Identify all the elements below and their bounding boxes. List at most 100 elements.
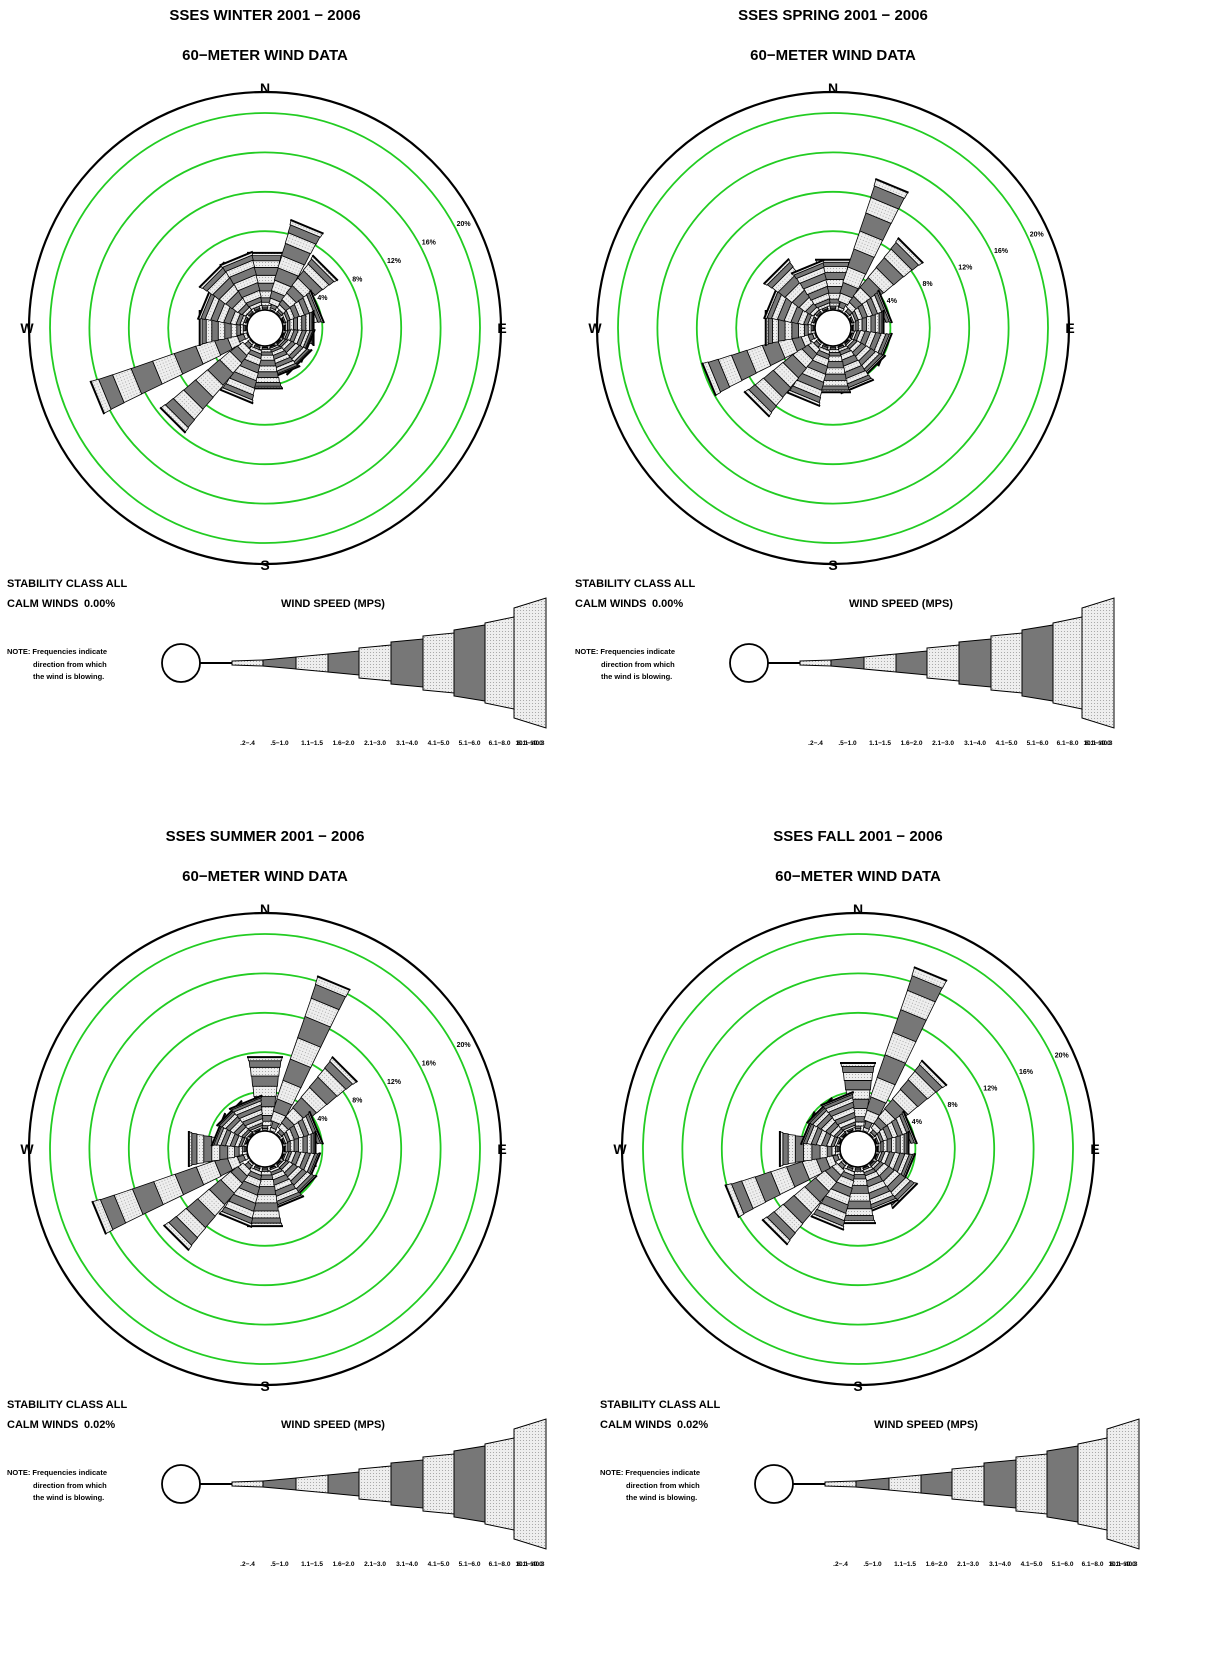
legend-bin-4	[358, 644, 392, 682]
legend-bin-5	[958, 638, 992, 688]
ring-label: 16%	[422, 240, 437, 247]
speed-bin-label: .5−1.0	[863, 1561, 882, 1568]
frequency-ring	[760, 1051, 956, 1247]
petal-cap	[761, 1218, 789, 1246]
chart-subtitle: 60−METER WIND DATA	[182, 868, 348, 885]
petal-segment	[249, 1066, 281, 1077]
chart-subtitle: 60−METER WIND DATA	[775, 868, 941, 885]
frequency-ring	[617, 112, 1049, 544]
speed-bin-label: 1.1−1.5	[301, 740, 323, 747]
petal-cap	[198, 261, 226, 289]
legend-bin-5	[390, 1459, 424, 1509]
petal-segment	[862, 1126, 871, 1133]
petal-cap	[913, 966, 948, 982]
speed-legend: .2−.4 .5−1.0 1.1−1.5 1.6−2.0 2.1−3.0 3.1−4.0 4…	[729, 597, 1115, 747]
ring-label: 8%	[948, 1102, 959, 1109]
speed-legend: .2−.4 .5−1.0 1.1−1.5 1.6−2.0 2.1−3.0 3.1−4.0 4…	[754, 1418, 1140, 1568]
chart-title: SSES WINTER 2001 − 2006	[169, 7, 360, 24]
wind-rose-svg: SSES SUMMER 2001 − 2006 60−METER WIND DAT…	[7, 828, 547, 1568]
stability-class-label: STABILITY CLASS ALL	[7, 578, 127, 590]
chart-subtitle: 60−METER WIND DATA	[182, 47, 348, 64]
compass-west-label: W	[20, 320, 34, 336]
speed-bin-label: 10.1−40.3	[515, 740, 544, 747]
legend-bin-5	[390, 638, 424, 688]
ring-label: 8%	[923, 281, 934, 288]
speed-legend: .2−.4 .5−1.0 1.1−1.5 1.6−2.0 2.1−3.0 3.1−4.0 4…	[161, 597, 547, 747]
legend-bin-10	[513, 1418, 547, 1550]
calm-winds-label: CALM WINDS	[600, 1419, 672, 1431]
note-line: the wind is blowing.	[33, 672, 104, 681]
legend-bin-8	[484, 616, 515, 710]
outer-circle	[595, 90, 1071, 566]
ring-label: 16%	[994, 248, 1009, 255]
speed-bin-label: 3.1−4.0	[989, 1561, 1011, 1568]
petal-cap	[218, 1212, 253, 1229]
wind-rose-panel-summer: SSES SUMMER 2001 − 2006 60−METER WIND DAT…	[0, 821, 606, 1654]
ring-label: 20%	[1030, 231, 1045, 238]
note-line: direction from which	[601, 660, 675, 669]
petal-segment	[196, 1134, 205, 1164]
petal-NNE	[268, 218, 324, 312]
petal-cap	[877, 289, 893, 324]
legend-bin-2	[295, 653, 329, 673]
ring-label: 20%	[1055, 1052, 1070, 1059]
petal-segment	[844, 310, 851, 317]
speed-bin-label: 2.1−3.0	[364, 1561, 386, 1568]
speed-bin-label: 2.1−3.0	[932, 740, 954, 747]
stability-class-label: STABILITY CLASS ALL	[7, 1399, 127, 1411]
speed-bin-label: 3.1−4.0	[396, 1561, 418, 1568]
petal-cap	[724, 1184, 740, 1219]
legend-bin-1	[262, 1477, 297, 1491]
petal-NNE	[837, 177, 909, 312]
legend-bin-7	[453, 1445, 486, 1523]
wind-rose-panel-winter: SSES WINTER 2001 − 2006 60−METER WIND DAT…	[0, 0, 606, 833]
frequency-ring	[642, 933, 1074, 1365]
compass-north-label: N	[828, 80, 838, 96]
petal-segment	[251, 1075, 279, 1087]
speed-bin-label: .2−.4	[240, 740, 255, 747]
note-line: the wind is blowing.	[601, 672, 672, 681]
chart-title: SSES SUMMER 2001 − 2006	[166, 828, 365, 845]
frequency-ring	[49, 112, 481, 544]
legend-bin-7	[1021, 624, 1054, 702]
legend-bin-7	[1046, 1445, 1079, 1523]
ring-label: 4%	[317, 295, 328, 302]
speed-bin-label: 5.1−6.0	[1052, 1561, 1074, 1568]
ring-label: 12%	[983, 1086, 998, 1093]
speed-bin-label: .5−1.0	[270, 740, 289, 747]
speed-bin-label: 1.6−2.0	[901, 740, 923, 747]
petal-WSW	[701, 332, 817, 397]
petal-segment	[840, 1160, 847, 1167]
petal-segment	[811, 332, 817, 340]
petal-cap	[701, 362, 717, 397]
petal-cap	[309, 289, 325, 324]
petal-cap	[219, 388, 254, 405]
calm-hub	[814, 309, 852, 347]
frequency-ring	[656, 151, 1010, 505]
legend-bin-7	[453, 624, 486, 702]
speed-bin-label: .5−1.0	[270, 1561, 289, 1568]
chart-title: SSES FALL 2001 − 2006	[773, 828, 942, 845]
note-line: direction from which	[33, 660, 107, 669]
speed-bin-label: 1.1−1.5	[869, 740, 891, 747]
note-line: the wind is blowing.	[626, 1493, 697, 1502]
petal-segment	[782, 1132, 789, 1166]
speed-bin-label: 6.1−8.0	[1082, 1561, 1104, 1568]
legend-bin-3	[327, 1471, 360, 1497]
frequency-ring	[695, 190, 971, 466]
petal-segment	[842, 1071, 874, 1081]
petal-SW	[761, 1160, 847, 1246]
legend-bin-8	[1052, 616, 1083, 710]
petal-segment	[247, 1160, 254, 1167]
petal-NE	[276, 1055, 359, 1138]
legend-title: WIND SPEED (MPS)	[874, 1419, 978, 1431]
petal-SW	[159, 339, 254, 434]
calm-winds-value: 0.02%	[84, 1419, 115, 1431]
petal-cap	[874, 177, 909, 194]
chart-title: SSES SPRING 2001 − 2006	[738, 7, 928, 24]
petal-cap	[743, 390, 771, 418]
speed-bin-label: 8.1−10.0	[517, 740, 543, 747]
speed-bin-label: 6.1−8.0	[489, 740, 511, 747]
petal-cap	[786, 391, 821, 408]
speed-legend: .2−.4 .5−1.0 1.1−1.5 1.6−2.0 2.1−3.0 3.1−4.0 4…	[161, 1418, 547, 1568]
